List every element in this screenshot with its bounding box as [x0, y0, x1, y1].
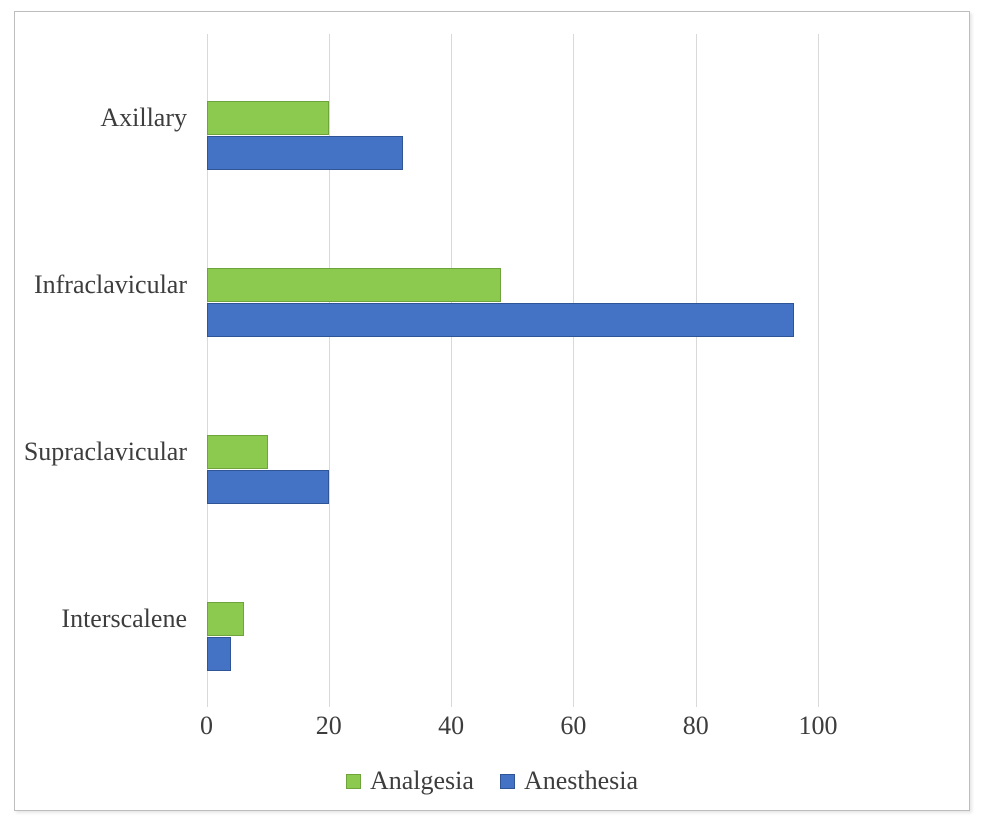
bar-anesthesia-supraclavicular: [207, 470, 330, 504]
category-label-interscalene: Interscalene: [61, 604, 187, 633]
gridline-x-80: [695, 34, 697, 699]
axis-tick-80: [695, 699, 697, 707]
chart-frame: 0 20 40 60 80 100 Axillary Infraclavicular Supra…: [14, 11, 970, 811]
gridline-x-60: [573, 34, 575, 699]
category-label-axillary: Axillary: [100, 103, 187, 132]
x-axis-tick-label-60: 60: [560, 711, 587, 740]
category-label-infraclavicular: Infraclavicular: [33, 270, 187, 299]
legend-item-analgesia: Analgesia: [345, 766, 474, 796]
x-axis-tick-label-20: 20: [315, 711, 342, 740]
bar-anesthesia-axillary: [207, 136, 403, 170]
x-axis-tick-label-40: 40: [438, 711, 465, 740]
axis-tick-0: [206, 699, 208, 707]
gridline-x-40: [451, 34, 453, 699]
axis-tick-100: [818, 699, 819, 707]
bar-analgesia-axillary: [207, 101, 330, 135]
x-axis-tick-label-100: 100: [798, 711, 838, 740]
category-label-supraclavicular: Supraclavicular: [23, 437, 187, 466]
gridline-x-0: [206, 34, 208, 699]
legend-item-anesthesia: Anesthesia: [499, 766, 639, 796]
bar-analgesia-supraclavicular: [207, 435, 269, 469]
axis-tick-40: [451, 699, 453, 707]
axis-tick-20: [328, 699, 330, 707]
gridline-x-100: [818, 34, 819, 699]
legend-label-anesthesia: Anesthesia: [523, 766, 639, 795]
bar-anesthesia-infraclavicular: [207, 303, 795, 337]
bar-anesthesia-interscalene: [207, 637, 232, 671]
chart-legend: Analgesia Anesthesia: [15, 763, 969, 799]
axis-tick-60: [573, 699, 575, 707]
legend-swatch-analgesia: [345, 773, 361, 789]
bar-analgesia-interscalene: [207, 602, 244, 636]
bar-analgesia-infraclavicular: [207, 268, 501, 302]
x-axis-tick-label-80: 80: [682, 711, 709, 740]
legend-swatch-anesthesia: [499, 773, 515, 789]
legend-label-analgesia: Analgesia: [369, 766, 474, 795]
x-axis-tick-label-0: 0: [200, 711, 213, 740]
gridline-x-20: [328, 34, 330, 699]
